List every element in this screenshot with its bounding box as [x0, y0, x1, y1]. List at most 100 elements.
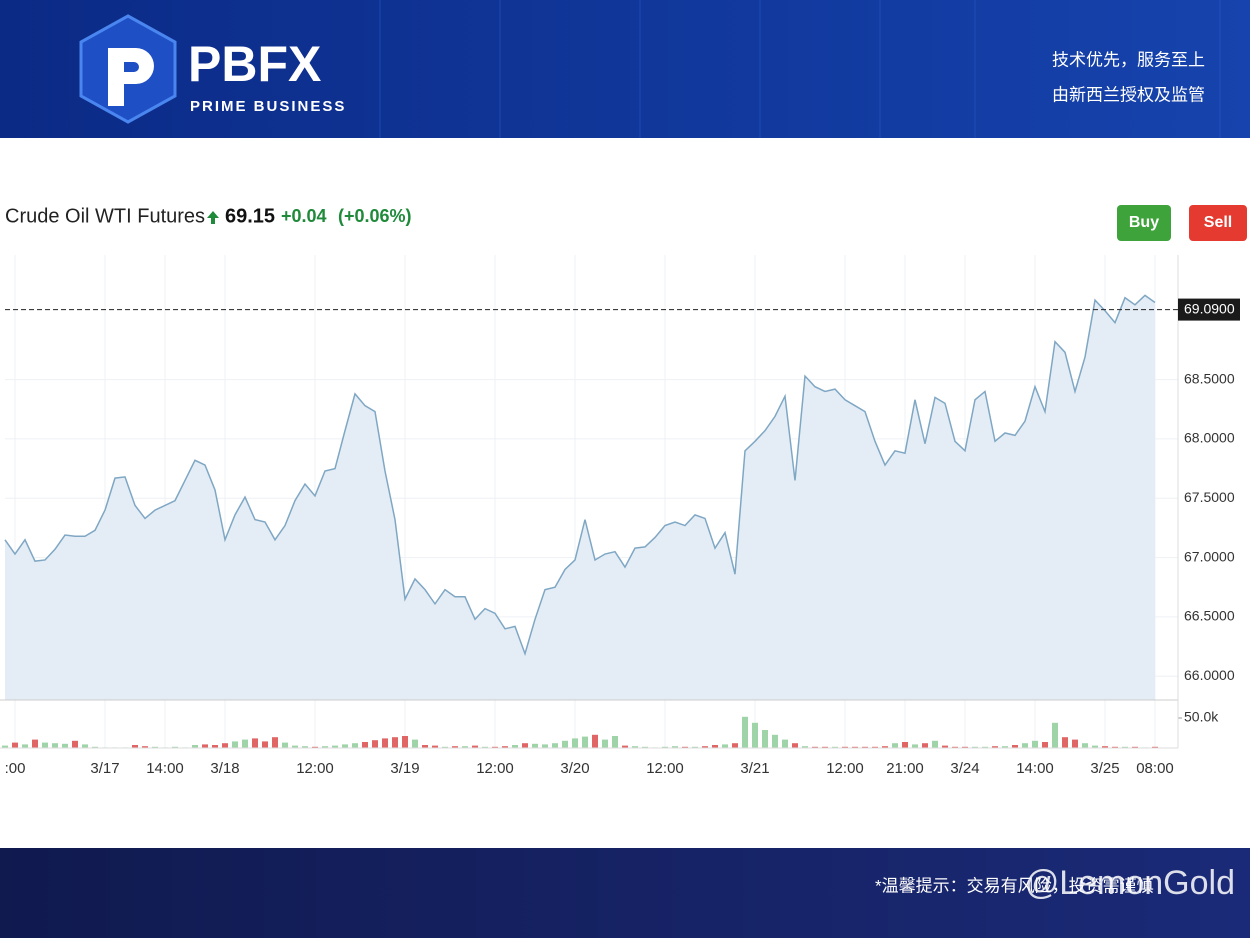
- y2-tick-label: 50.0k: [1184, 709, 1219, 725]
- volume-bar: [412, 739, 418, 748]
- volume-bar: [802, 746, 808, 748]
- volume-bar: [772, 734, 778, 748]
- volume-bar: [202, 744, 208, 748]
- volume-bar: [42, 742, 48, 748]
- volume-bar: [382, 738, 388, 748]
- x-tick-label: 3/17: [90, 760, 119, 777]
- x-tick-label: 12:00: [476, 760, 514, 777]
- volume-bar: [242, 739, 248, 748]
- chart: 66.0000 66.5000 67.0000 67.5000 68.0000 68.50…: [0, 255, 1240, 777]
- volume-bar: [212, 745, 218, 748]
- price-line-label-bg: [1178, 298, 1240, 321]
- logo-letter: [108, 48, 154, 106]
- volume-bar: [902, 742, 908, 748]
- volume-bar: [132, 745, 138, 748]
- volume-bar: [322, 746, 328, 748]
- volume-bar: [1092, 745, 1098, 748]
- header-pattern: [379, 0, 1221, 138]
- sell-button[interactable]: Sell: [1189, 205, 1247, 241]
- sell-button-label[interactable]: Sell: [1204, 214, 1232, 231]
- volume-bar: [982, 746, 988, 748]
- x-tick-label: :00: [5, 760, 26, 777]
- volume-bar: [762, 730, 768, 748]
- volume-bar: [452, 746, 458, 748]
- volume-bar: [832, 746, 838, 748]
- volume-bar: [172, 746, 178, 748]
- price-area: [5, 295, 1155, 700]
- volume-bar: [1112, 746, 1118, 748]
- volume-bar: [1152, 746, 1158, 748]
- volume-bar: [852, 746, 858, 748]
- buy-button-bg[interactable]: [1117, 205, 1171, 241]
- volume-bar: [702, 746, 708, 748]
- volume-bar: [262, 741, 268, 748]
- y-tick-label: 67.5000: [1184, 489, 1235, 505]
- sell-button-bg[interactable]: [1189, 205, 1247, 241]
- x-tick-label: 12:00: [296, 760, 334, 777]
- x-tick-label: 12:00: [826, 760, 864, 777]
- volume-bar: [892, 743, 898, 748]
- y-tick-label: 67.0000: [1184, 548, 1235, 564]
- volume-bar: [462, 746, 468, 748]
- volume-bar: [952, 746, 958, 748]
- volume-bar: [1102, 746, 1108, 748]
- x-tick-label: 14:00: [146, 760, 184, 777]
- volume-bar: [782, 739, 788, 748]
- volume-bar: [302, 746, 308, 748]
- volume-bar: [732, 743, 738, 748]
- volume-bar: [932, 740, 938, 748]
- y-tick-label: 68.0000: [1184, 430, 1235, 446]
- volume-bar: [2, 745, 8, 748]
- volume-bar: [572, 738, 578, 748]
- volume-bar: [222, 743, 228, 748]
- header-band: [0, 0, 1250, 138]
- volume-bar: [742, 716, 748, 748]
- buy-button[interactable]: Buy: [1117, 205, 1171, 241]
- volume-bar: [682, 746, 688, 748]
- volume-bar: [642, 746, 648, 748]
- volume-bar: [612, 736, 618, 748]
- volume-bar: [432, 745, 438, 748]
- volume-bar: [32, 739, 38, 748]
- volume-bar: [1032, 740, 1038, 748]
- footer-notice: *温馨提示：交易有风险，投资需谨慎: [875, 876, 1154, 895]
- volume-bar: [542, 744, 548, 748]
- regulation: 由新西兰授权及监管: [1052, 85, 1205, 104]
- x-tick-label: 3/25: [1090, 760, 1119, 777]
- volume-bar: [792, 743, 798, 748]
- volume-bar: [62, 743, 68, 748]
- volume-bar: [312, 746, 318, 748]
- volume-bar: [692, 746, 698, 748]
- y-tick-label: 66.0000: [1184, 667, 1235, 683]
- volume-bar: [532, 743, 538, 748]
- volume-bar: [362, 742, 368, 748]
- footer-band: [0, 848, 1250, 938]
- buy-button-label[interactable]: Buy: [1129, 214, 1159, 231]
- volume-bar: [92, 746, 98, 748]
- volume-bar: [192, 745, 198, 748]
- x-tick-label: 21:00: [886, 760, 924, 777]
- watermark: @LemonGold: [1025, 864, 1235, 902]
- volume-bar: [52, 743, 58, 748]
- x-tick-label: 12:00: [646, 760, 684, 777]
- volume-bar: [282, 742, 288, 748]
- volume-bar: [712, 745, 718, 748]
- volume-bar: [1062, 737, 1068, 748]
- volume-bar: [1122, 746, 1128, 748]
- volume-bar: [522, 743, 528, 748]
- volume-bar: [482, 746, 488, 748]
- volume-bar: [1002, 746, 1008, 748]
- volume-bar: [502, 746, 508, 748]
- volume-bar: [1132, 746, 1138, 748]
- volume-bar: [1082, 743, 1088, 748]
- volume-bar: [622, 745, 628, 748]
- volume-bar: [72, 740, 78, 748]
- up-arrow: [207, 211, 219, 224]
- volume-bar: [662, 746, 668, 748]
- last-price: 69.15: [225, 205, 275, 227]
- volume-bar: [592, 734, 598, 748]
- volume-bar: [402, 736, 408, 748]
- x-tick-label: 14:00: [1016, 760, 1054, 777]
